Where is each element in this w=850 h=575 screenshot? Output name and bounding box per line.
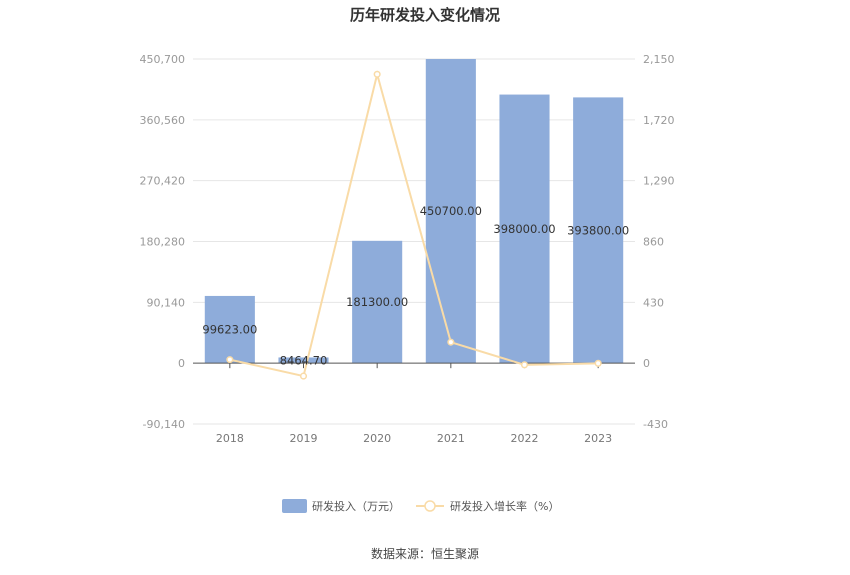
x-tick-label: 2020 xyxy=(363,432,391,445)
growth-point-2019 xyxy=(299,372,308,380)
bar-label-2018: 99623.00 xyxy=(202,323,257,337)
x-axis-ticks: 2018 2019 2020 2021 2022 2023 xyxy=(216,363,612,445)
x-tick-label: 2021 xyxy=(437,432,465,445)
growth-point-2021 xyxy=(447,338,455,346)
left-tick-label: 0 xyxy=(178,357,185,370)
chart-title: 历年研发投入变化情况 xyxy=(350,6,500,24)
legend-bar-swatch xyxy=(282,499,307,513)
right-tick-label: 860 xyxy=(643,236,664,249)
left-axis-ticks: -90,140 0 90,140 180,280 270,420 360,560 450,7… xyxy=(140,53,186,431)
bar-label-2021: 450700.00 xyxy=(420,204,482,218)
source-note: 数据来源：恒生聚源 xyxy=(371,546,479,561)
growth-point-2023 xyxy=(594,359,602,367)
legend[interactable]: 研发投入（万元） 研发投入增长率（%） xyxy=(282,499,559,513)
right-tick-label: -430 xyxy=(643,418,668,431)
bar-2021 xyxy=(425,59,476,364)
right-tick-label: 430 xyxy=(643,296,664,309)
legend-bar-label: 研发投入（万元） xyxy=(312,499,400,513)
growth-point-2022 xyxy=(520,361,529,369)
bar-label-2020: 181300.00 xyxy=(346,295,408,309)
bar-label-2023: 393800.00 xyxy=(567,223,629,237)
bar-data-labels: 99623.00 8464.70 181300.00 450700.00 398000.… xyxy=(202,204,629,367)
left-tick-label: -90,140 xyxy=(143,418,185,431)
legend-line-marker xyxy=(424,500,436,512)
x-tick-label: 2019 xyxy=(290,432,318,445)
left-tick-label: 90,140 xyxy=(147,296,186,309)
bar-label-2019: 8464.70 xyxy=(280,353,328,367)
right-tick-label: 2,150 xyxy=(643,53,675,66)
x-tick-label: 2023 xyxy=(584,432,612,445)
right-tick-label: 1,720 xyxy=(643,114,675,127)
legend-item-line[interactable]: 研发投入增长率（%） xyxy=(416,499,559,513)
right-tick-label: 1,290 xyxy=(643,175,675,188)
x-tick-label: 2022 xyxy=(511,432,539,445)
bar-label-2022: 398000.00 xyxy=(493,222,555,236)
right-tick-label: 0 xyxy=(643,357,650,370)
grid-lines xyxy=(193,58,635,425)
bar-series xyxy=(204,59,624,364)
bar-2020 xyxy=(352,240,403,364)
growth-rate-line xyxy=(229,70,599,378)
left-tick-label: 360,560 xyxy=(140,114,186,127)
legend-item-bar[interactable]: 研发投入（万元） xyxy=(282,499,400,513)
bar-2022 xyxy=(499,94,550,364)
left-tick-label: 450,700 xyxy=(140,53,186,66)
right-axis-ticks: -430 0 430 860 1,290 1,720 2,150 xyxy=(643,53,675,431)
bar-2019 xyxy=(278,357,329,364)
growth-point-2018 xyxy=(226,356,234,364)
x-tick-label: 2018 xyxy=(216,432,244,445)
growth-point-2020 xyxy=(373,70,381,78)
bar-2023 xyxy=(573,97,624,364)
left-tick-label: 270,420 xyxy=(140,175,186,188)
legend-line-label: 研发投入增长率（%） xyxy=(450,499,559,513)
left-tick-label: 180,280 xyxy=(140,236,186,249)
line-series xyxy=(226,70,602,380)
bar-2018 xyxy=(204,295,255,364)
